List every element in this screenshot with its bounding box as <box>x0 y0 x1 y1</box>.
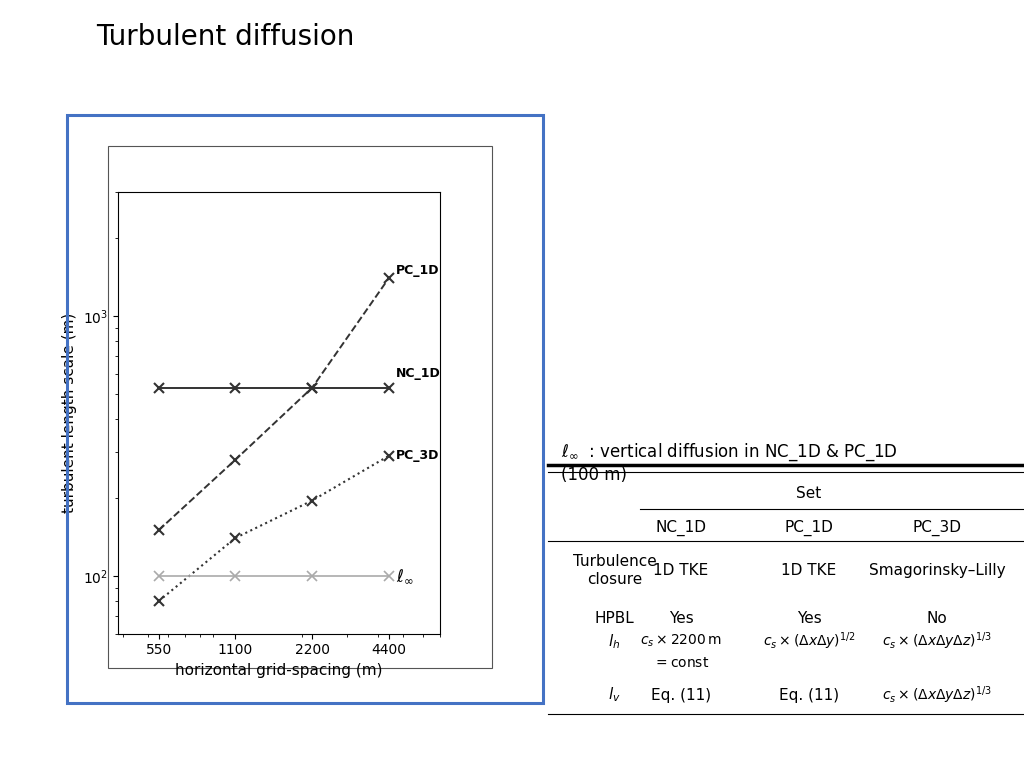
Text: PC_1D: PC_1D <box>784 519 834 536</box>
Text: Eq. (11): Eq. (11) <box>651 687 711 703</box>
Text: $c_s \times (\Delta x \Delta y \Delta z)^{1/3}$: $c_s \times (\Delta x \Delta y \Delta z)… <box>882 684 992 706</box>
Text: Eq. (11): Eq. (11) <box>779 687 839 703</box>
Text: $c_s \times (\Delta x \Delta y)^{1/2}$: $c_s \times (\Delta x \Delta y)^{1/2}$ <box>763 631 855 652</box>
Text: 1D TKE: 1D TKE <box>653 563 709 578</box>
Text: NC_1D: NC_1D <box>655 519 707 536</box>
Text: No: No <box>927 611 947 626</box>
Text: NC_1D: NC_1D <box>396 367 441 380</box>
Text: $= \mathrm{const}$: $= \mathrm{const}$ <box>653 656 709 670</box>
Text: $\ell_{\infty}$: $\ell_{\infty}$ <box>396 567 414 585</box>
Text: $c_s \times (\Delta x \Delta y \Delta z)^{1/3}$: $c_s \times (\Delta x \Delta y \Delta z)… <box>882 631 992 652</box>
Text: PC_3D: PC_3D <box>396 449 439 462</box>
Text: Turbulent diffusion: Turbulent diffusion <box>96 23 354 51</box>
Text: $\ell_{\infty}$  : vertical diffusion in NC_1D & PC_1D
(100 m): $\ell_{\infty}$ : vertical diffusion in … <box>561 442 898 484</box>
Text: $l_v$: $l_v$ <box>608 686 621 704</box>
Text: Set: Set <box>797 486 821 502</box>
Text: $c_s \times 2200\,\mathrm{m}$: $c_s \times 2200\,\mathrm{m}$ <box>640 633 722 650</box>
Text: PC_3D: PC_3D <box>912 519 962 536</box>
X-axis label: horizontal grid-spacing (m): horizontal grid-spacing (m) <box>175 663 383 678</box>
Text: Yes: Yes <box>669 611 693 626</box>
Text: $l_h$: $l_h$ <box>608 632 621 650</box>
Text: PC_1D: PC_1D <box>396 263 439 276</box>
Text: Smagorinsky–Lilly: Smagorinsky–Lilly <box>868 563 1006 578</box>
Text: HPBL: HPBL <box>595 611 634 626</box>
Text: 1D TKE: 1D TKE <box>781 563 837 578</box>
Text: Turbulence
closure: Turbulence closure <box>572 554 656 587</box>
Y-axis label: turbulent length scale (m): turbulent length scale (m) <box>62 313 77 513</box>
Text: Yes: Yes <box>797 611 821 626</box>
